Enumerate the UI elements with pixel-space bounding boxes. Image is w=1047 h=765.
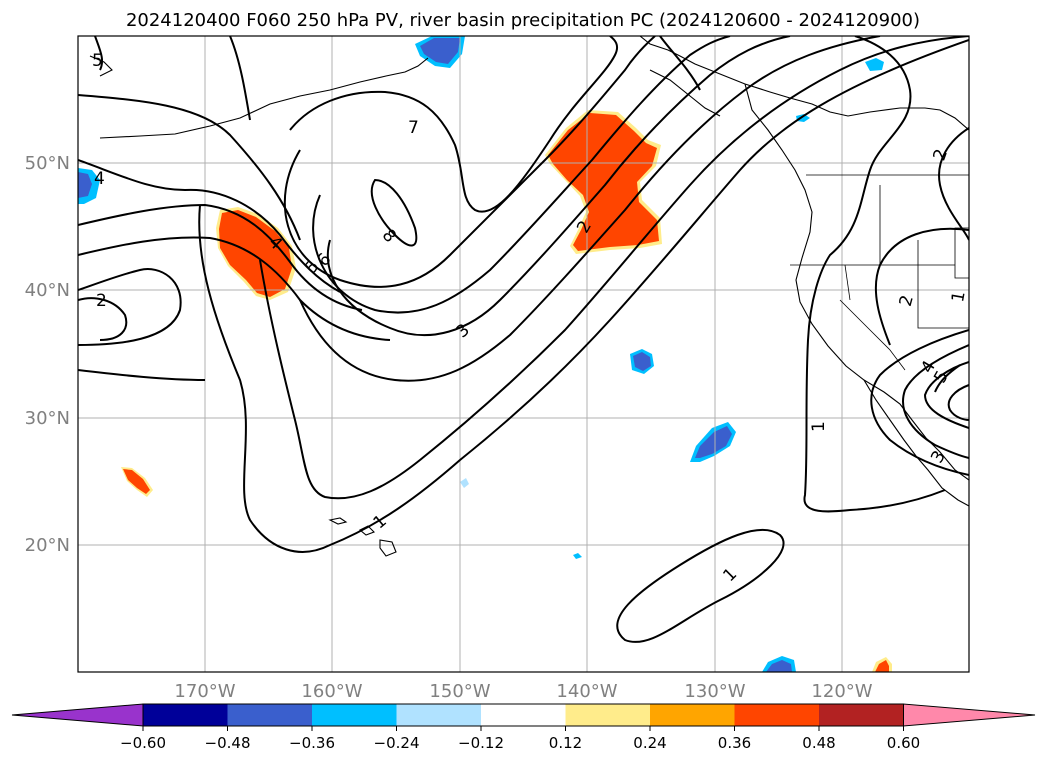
colorbar-segment [143, 704, 228, 726]
negative-anomaly-mid [630, 349, 654, 374]
borders [790, 174, 969, 371]
colorbar-extend-high [903, 703, 1036, 727]
lon-label: 150°W [429, 681, 490, 702]
contour-label: 4 [94, 169, 105, 189]
positive-anomaly-north [545, 110, 662, 254]
lon-label: 140°W [556, 681, 617, 702]
colorbar-segment [312, 704, 397, 726]
negative-anomaly-alaska [415, 36, 465, 68]
colorbar-segment [481, 704, 566, 726]
colorbar-tick-label: 0.36 [718, 734, 751, 752]
colorbar-tick-label: −0.48 [205, 734, 251, 752]
contour-label: 7 [408, 118, 419, 138]
contour-label: 8 [378, 226, 400, 247]
lat-label: 20°N [25, 535, 70, 556]
lon-label: 160°W [301, 681, 362, 702]
lat-label: 50°N [25, 153, 70, 174]
colorbar-tick-label: 0.24 [633, 734, 666, 752]
colorbar-segment [734, 704, 819, 726]
lat-label: 30°N [25, 408, 70, 429]
lon-label: 170°W [174, 681, 235, 702]
colorbar-segment [396, 704, 481, 726]
negative-anomaly-southeast [690, 422, 736, 462]
contour-label: 1 [719, 564, 741, 586]
lon-label: 130°W [684, 681, 745, 702]
pv-contours [78, 36, 969, 643]
colorbar-segment [650, 704, 735, 726]
graticule [78, 36, 969, 672]
negative-anomaly-west-edge [78, 168, 100, 204]
colorbar-tick-label: 0.60 [887, 734, 920, 752]
map-frame [77, 35, 970, 673]
colorbar-tick-label: 0.12 [549, 734, 582, 752]
contour-label: 2 [896, 293, 918, 309]
colorbar-segment [819, 704, 904, 726]
lon-label: 120°W [811, 681, 872, 702]
colorbar-outline [142, 703, 904, 727]
colorbar-tick-label: −0.12 [458, 734, 504, 752]
positive-anomaly-bottom [872, 657, 892, 672]
contour-label: 2 [96, 291, 107, 311]
latitude-labels: 50°N 40°N 30°N 20°N [25, 153, 70, 556]
contour-label: 5 [92, 51, 103, 71]
positive-anomaly-hawaii [121, 467, 153, 497]
colorbar-tick-label: −0.60 [120, 734, 166, 752]
negative-anomaly-small [460, 58, 884, 672]
contour-labels: 7 8 4 5 6 3 2 2 1 1 1 2 2 4 5 3 1 4 5 [92, 51, 970, 586]
longitude-labels: 170°W 160°W 150°W 140°W 130°W 120°W [174, 681, 872, 702]
colorbar-tick-label: −0.24 [374, 734, 420, 752]
lat-label: 40°N [25, 280, 70, 301]
colorbar-segment [565, 704, 650, 726]
coastlines [89, 36, 969, 557]
colorbar-extend-low [11, 703, 144, 727]
map-title: 2024120400 F060 250 hPa PV, river basin … [126, 10, 920, 31]
colorbar: −0.60 −0.48 −0.36 −0.24 −0.12 0.12 0.24 0.36 0.4… [11, 703, 1036, 752]
contour-label: 2 [929, 146, 951, 163]
colorbar-tick-label: 0.48 [802, 734, 835, 752]
colorbar-tick-label: −0.36 [289, 734, 335, 752]
contour-label: 1 [809, 421, 829, 432]
contour-label: 1 [948, 290, 970, 304]
colorbar-segment [227, 704, 312, 726]
